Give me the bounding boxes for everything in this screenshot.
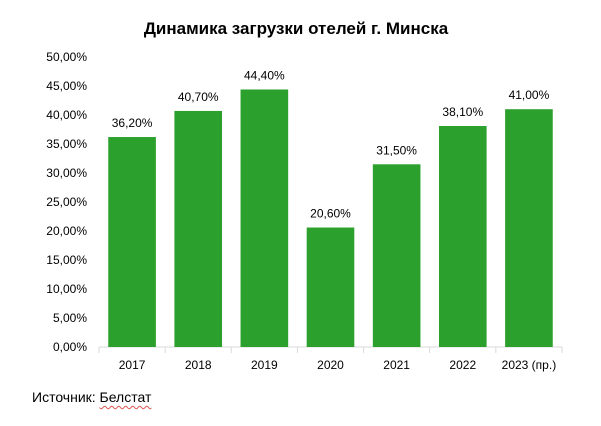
y-tick-label: 50,00%: [46, 50, 87, 64]
bars: [108, 89, 553, 348]
x-tick-label: 2017: [119, 358, 146, 372]
y-tick-label: 40,00%: [46, 108, 87, 122]
bar: [438, 126, 487, 348]
bar-data-label: 31,50%: [376, 143, 417, 157]
y-tick-label: 35,00%: [46, 137, 87, 151]
bar-data-label: 20,60%: [310, 207, 351, 221]
y-tick-label: 0,00%: [53, 340, 87, 354]
bar: [174, 110, 223, 347]
x-tick-label: 2023 (пр.): [502, 358, 557, 372]
x-tick-label: 2018: [185, 358, 212, 372]
bar-data-label: 44,40%: [244, 68, 285, 82]
y-tick-label: 5,00%: [53, 311, 87, 325]
x-tick-label: 2022: [449, 358, 476, 372]
y-tick-label: 25,00%: [46, 195, 87, 209]
chart-title: Динамика загрузки отелей г. Минска: [144, 19, 449, 38]
x-tick-label: 2021: [383, 358, 410, 372]
y-tick-label: 30,00%: [46, 166, 87, 180]
source-name: Белстат: [99, 389, 152, 405]
bar-data-label: 40,70%: [178, 90, 219, 104]
x-tick-label: 2019: [251, 358, 278, 372]
bar: [108, 137, 156, 347]
bar: [505, 109, 553, 347]
y-tick-label: 45,00%: [46, 79, 87, 93]
bar-data-label: 41,00%: [509, 88, 550, 102]
x-tick-label: 2020: [317, 358, 344, 372]
source-note: Источник: Белстат: [32, 389, 151, 405]
source-prefix: Источник:: [32, 389, 100, 405]
data-labels: 36,20% 40,70% 44,40% 20,60% 31,50% 38,10% 41,0…: [112, 68, 550, 220]
y-axis: 0,00% 5,00% 10,00% 15,00% 20,00% 25,00% 30,00%…: [46, 50, 87, 354]
y-tick-label: 20,00%: [46, 224, 87, 238]
bar: [372, 164, 421, 347]
x-axis: 2017 2018 2019 2020 2021 2022 2023 (пр.): [98, 346, 563, 372]
bar: [306, 227, 355, 347]
bar: [240, 89, 289, 347]
bar-data-label: 38,10%: [442, 105, 483, 119]
bar-data-label: 36,20%: [112, 116, 153, 130]
y-tick-label: 10,00%: [46, 282, 87, 296]
y-tick-label: 15,00%: [46, 253, 87, 267]
